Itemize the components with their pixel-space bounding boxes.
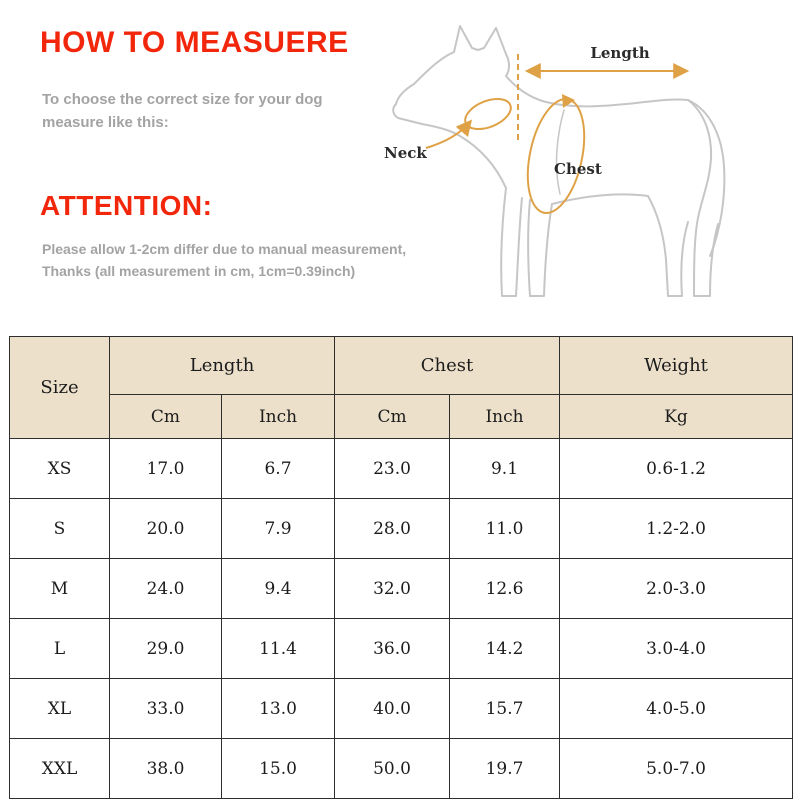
cell-size: XXL <box>9 738 110 799</box>
table-row-l: L 29.0 11.4 36.0 14.2 3.0-4.0 <box>9 618 794 679</box>
cell-length-cm: 24.0 <box>109 558 222 619</box>
table-subheader-row: Cm Inch Cm Inch Kg <box>10 394 794 439</box>
cell-weight-kg: 2.0-3.0 <box>559 558 794 619</box>
cell-length-cm: 20.0 <box>109 498 222 559</box>
cell-size: XS <box>9 438 110 499</box>
cell-chest-inch: 19.7 <box>449 738 561 799</box>
cell-length-cm: 33.0 <box>109 678 222 739</box>
length-label: Length <box>590 44 649 62</box>
cell-size: M <box>9 558 110 619</box>
col-header-weight: Weight <box>559 336 794 395</box>
cell-length-inch: 13.0 <box>220 678 336 739</box>
subheader-length-cm: Cm <box>109 394 222 439</box>
subheader-chest-cm: Cm <box>334 394 451 439</box>
cell-weight-kg: 5.0-7.0 <box>559 738 794 799</box>
cell-chest-inch: 11.0 <box>449 498 561 559</box>
cell-chest-inch: 12.6 <box>449 558 561 619</box>
subheader-chest-inch: Inch <box>449 394 561 439</box>
attention-title: ATTENTION: <box>40 190 213 221</box>
table-row-xs: XS 17.0 6.7 23.0 9.1 0.6-1.2 <box>9 438 794 499</box>
cell-length-cm: 17.0 <box>109 438 222 499</box>
cell-weight-kg: 0.6-1.2 <box>559 438 794 499</box>
cell-length-inch: 15.0 <box>220 738 336 799</box>
table-row-xxl: XXL 38.0 15.0 50.0 19.7 5.0-7.0 <box>9 738 794 799</box>
cell-chest-cm: 32.0 <box>334 558 451 619</box>
cell-chest-cm: 40.0 <box>334 678 451 739</box>
cell-length-inch: 6.7 <box>220 438 336 499</box>
cell-length-inch: 7.9 <box>220 498 336 559</box>
cell-chest-cm: 36.0 <box>334 618 451 679</box>
table-row-s: S 20.0 7.9 28.0 11.0 1.2-2.0 <box>9 498 794 559</box>
subheader-length-inch: Inch <box>220 394 336 439</box>
cell-chest-inch: 9.1 <box>449 438 561 499</box>
cell-length-inch: 11.4 <box>220 618 336 679</box>
cell-chest-inch: 15.7 <box>449 678 561 739</box>
page-title: HOW TO MEASUERE <box>40 26 349 59</box>
col-header-size: Size <box>9 336 110 439</box>
col-header-length: Length <box>108 336 336 395</box>
cell-size: S <box>9 498 110 559</box>
col-header-chest: Chest <box>334 336 561 395</box>
subheader-weight-kg: Kg <box>559 394 794 439</box>
cell-length-inch: 9.4 <box>220 558 336 619</box>
table-group-header-row: Size Length Chest Weight <box>9 336 794 439</box>
cell-weight-kg: 3.0-4.0 <box>559 618 794 679</box>
dog-outline-drawing <box>392 25 726 297</box>
chest-loop-arrowhead <box>562 94 575 108</box>
cell-chest-cm: 50.0 <box>334 738 451 799</box>
cell-size: XL <box>9 678 110 739</box>
table-row-xl: XL 33.0 13.0 40.0 15.7 4.0-5.0 <box>9 678 794 739</box>
cell-chest-cm: 28.0 <box>334 498 451 559</box>
dog-measurement-diagram: Length Neck Chest <box>358 8 792 326</box>
measure-instructions: To choose the correct size for your dog … <box>42 91 323 131</box>
size-chart: Size Length Chest Weight Cm Inch Cm Inch… <box>9 336 794 799</box>
cell-length-cm: 38.0 <box>109 738 222 799</box>
chest-label: Chest <box>554 160 602 178</box>
cell-weight-kg: 1.2-2.0 <box>559 498 794 559</box>
size-chart-table: Size Length Chest Weight Cm Inch Cm Inch… <box>9 336 794 799</box>
cell-chest-cm: 23.0 <box>334 438 451 499</box>
neck-loop <box>464 97 512 131</box>
cell-chest-inch: 14.2 <box>449 618 561 679</box>
cell-size: L <box>9 618 110 679</box>
cell-weight-kg: 4.0-5.0 <box>559 678 794 739</box>
cell-length-cm: 29.0 <box>109 618 222 679</box>
table-row-m: M 24.0 9.4 32.0 12.6 2.0-3.0 <box>9 558 794 619</box>
neck-label: Neck <box>384 144 427 162</box>
neck-arrow <box>425 119 473 149</box>
attention-note: Please allow 1-2cm differ due to manual … <box>42 241 407 279</box>
measurement-annotations <box>425 54 690 214</box>
